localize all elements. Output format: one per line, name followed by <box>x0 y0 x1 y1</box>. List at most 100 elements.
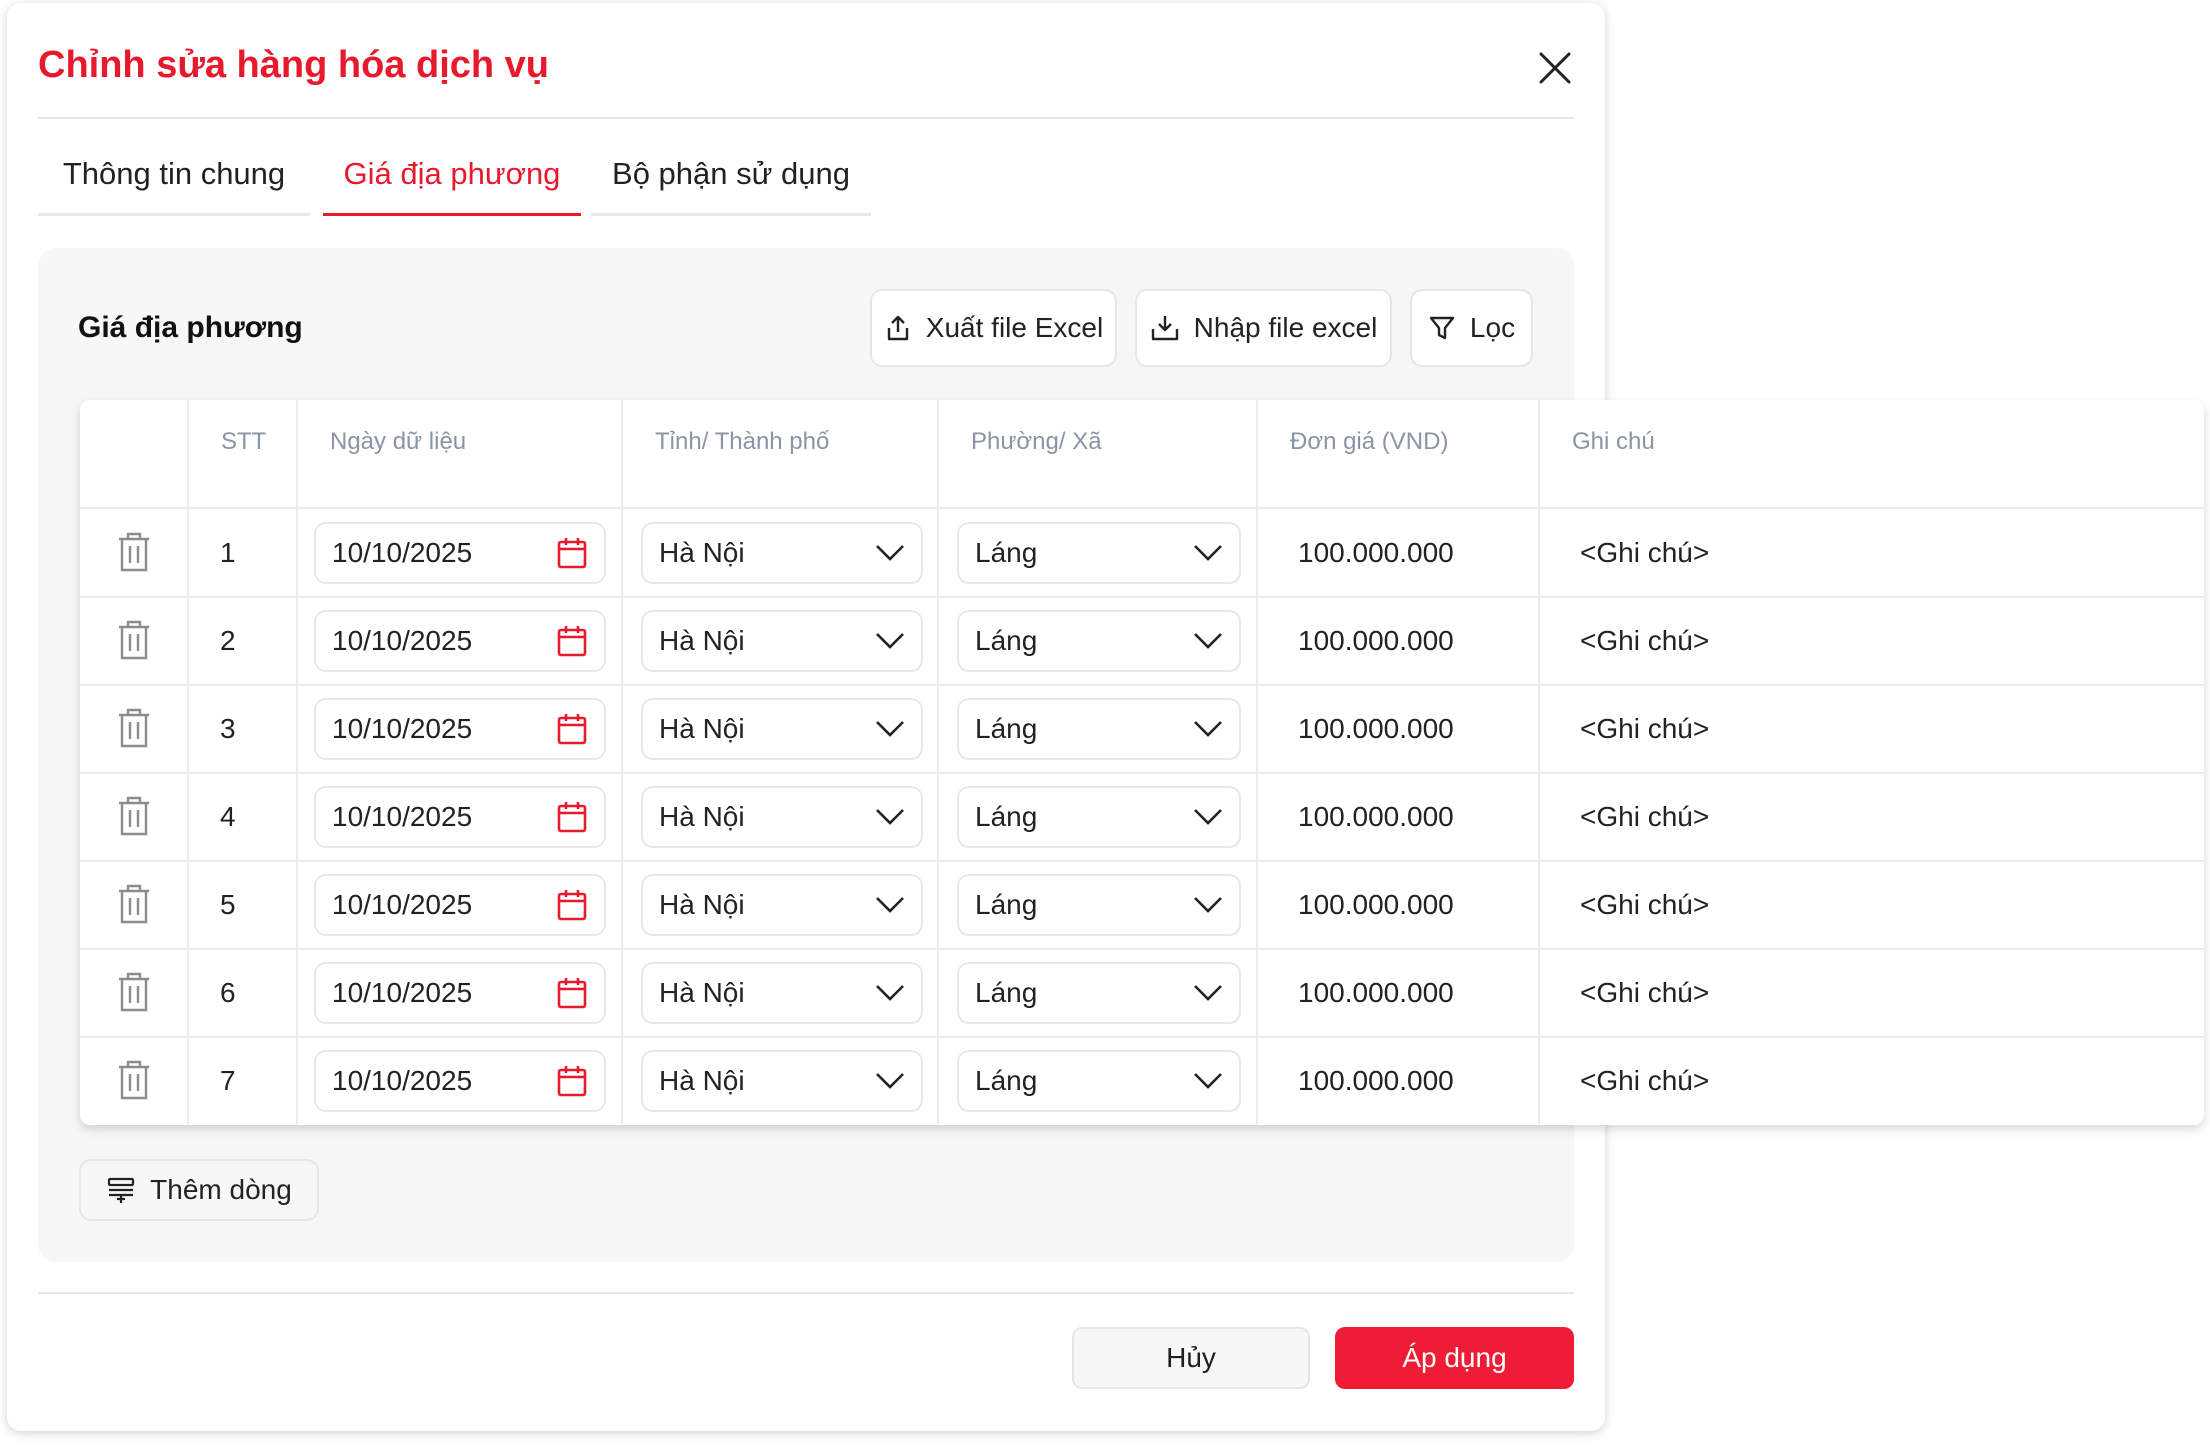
chevron-down-icon <box>876 545 904 561</box>
date-value: 10/10/2025 <box>332 537 473 568</box>
chevron-down-icon <box>1194 721 1222 737</box>
chevron-down-icon <box>1194 1073 1222 1089</box>
calendar-icon <box>557 626 587 657</box>
filter-label: Lọc <box>1469 312 1516 343</box>
header-stt: STT <box>189 400 298 1125</box>
row-divider <box>80 1036 2204 1038</box>
delete-row-button[interactable] <box>116 619 152 666</box>
delete-row-button[interactable] <box>116 1059 152 1106</box>
price-value: 100.000.000 <box>1298 977 1454 1008</box>
ward-select[interactable]: Láng <box>957 522 1241 584</box>
province-value: Hà Nội <box>659 977 745 1008</box>
export-excel-button[interactable]: Xuất file Excel <box>870 289 1117 367</box>
trash-icon <box>116 708 152 753</box>
local-price-table: STT Ngày dữ liệu Tỉnh/ Thành phố Phường/ Xã… <box>80 400 2204 1125</box>
chevron-down-icon <box>876 1073 904 1089</box>
date-input[interactable]: 10/10/2025 <box>314 786 606 848</box>
ward-select[interactable]: Láng <box>957 1050 1241 1112</box>
chevron-down-icon <box>876 633 904 649</box>
province-select[interactable]: Hà Nội <box>641 610 923 672</box>
delete-row-button[interactable] <box>116 531 152 578</box>
section-title: Giá địa phương <box>78 311 303 344</box>
filter-icon <box>1429 316 1455 340</box>
trash-icon <box>116 972 152 1017</box>
chevron-down-icon <box>1194 633 1222 649</box>
footer-divider <box>38 1292 1574 1294</box>
date-input[interactable]: 10/10/2025 <box>314 698 606 760</box>
delete-row-button[interactable] <box>116 707 152 754</box>
add-row-button[interactable]: Thêm dòng <box>79 1159 319 1221</box>
apply-button[interactable]: Áp dụng <box>1335 1327 1574 1389</box>
row-divider <box>80 772 2204 774</box>
tab-local-price[interactable]: Giá địa phương <box>323 150 581 216</box>
date-input[interactable]: 10/10/2025 <box>314 522 606 584</box>
ward-select[interactable]: Láng <box>957 786 1241 848</box>
ward-value: Láng <box>975 889 1038 920</box>
trash-icon <box>116 620 152 665</box>
calendar-icon <box>557 538 587 569</box>
note-value[interactable]: <Ghi chú> <box>1580 713 1710 744</box>
ward-select[interactable]: Láng <box>957 610 1241 672</box>
header-province: Tỉnh/ Thành phố <box>623 400 939 1125</box>
ward-value: Láng <box>975 977 1038 1008</box>
header-price: Đơn giá (VND) <box>1258 400 1540 1125</box>
header-note: Ghi chú <box>1572 428 1655 455</box>
ward-select[interactable]: Láng <box>957 698 1241 760</box>
province-value: Hà Nội <box>659 625 745 656</box>
row-stt: 1 <box>220 537 236 568</box>
ward-value: Láng <box>975 1065 1038 1096</box>
note-value[interactable]: <Ghi chú> <box>1580 977 1710 1008</box>
chevron-down-icon <box>1194 545 1222 561</box>
province-value: Hà Nội <box>659 889 745 920</box>
note-value[interactable]: <Ghi chú> <box>1580 625 1710 656</box>
tab-general-info[interactable]: Thông tin chung <box>38 150 310 216</box>
row-divider <box>80 684 2204 686</box>
ward-value: Láng <box>975 537 1038 568</box>
row-divider <box>80 860 2204 862</box>
chevron-down-icon <box>1194 985 1222 1001</box>
note-value[interactable]: <Ghi chú> <box>1580 1065 1710 1096</box>
note-value[interactable]: <Ghi chú> <box>1580 537 1710 568</box>
cancel-button[interactable]: Hủy <box>1072 1327 1310 1389</box>
price-value: 100.000.000 <box>1298 889 1454 920</box>
date-input[interactable]: 10/10/2025 <box>314 874 606 936</box>
date-input[interactable]: 10/10/2025 <box>314 1050 606 1112</box>
calendar-icon <box>557 802 587 833</box>
header-date: Ngày dữ liệu <box>298 400 623 1125</box>
province-select[interactable]: Hà Nội <box>641 698 923 760</box>
date-value: 10/10/2025 <box>332 977 473 1008</box>
ward-select[interactable]: Láng <box>957 962 1241 1024</box>
row-stt: 5 <box>220 889 236 920</box>
date-input[interactable]: 10/10/2025 <box>314 962 606 1024</box>
calendar-icon <box>557 890 587 921</box>
province-value: Hà Nội <box>659 801 745 832</box>
province-select[interactable]: Hà Nội <box>641 874 923 936</box>
tab-departments[interactable]: Bộ phận sử dụng <box>591 150 871 216</box>
price-value: 100.000.000 <box>1298 625 1454 656</box>
province-value: Hà Nội <box>659 713 745 744</box>
province-select[interactable]: Hà Nội <box>641 1050 923 1112</box>
date-value: 10/10/2025 <box>332 713 473 744</box>
chevron-down-icon <box>876 721 904 737</box>
import-excel-button[interactable]: Nhập file excel <box>1135 289 1392 367</box>
delete-row-button[interactable] <box>116 883 152 930</box>
note-value[interactable]: <Ghi chú> <box>1580 801 1710 832</box>
ward-select[interactable]: Láng <box>957 874 1241 936</box>
price-value: 100.000.000 <box>1298 537 1454 568</box>
province-select[interactable]: Hà Nội <box>641 786 923 848</box>
trash-icon <box>116 1060 152 1105</box>
province-select[interactable]: Hà Nội <box>641 962 923 1024</box>
filter-button[interactable]: Lọc <box>1410 289 1533 367</box>
delete-row-button[interactable] <box>116 795 152 842</box>
date-input[interactable]: 10/10/2025 <box>314 610 606 672</box>
chevron-down-icon <box>1194 809 1222 825</box>
row-stt: 6 <box>220 977 236 1008</box>
close-button[interactable] <box>1535 48 1575 88</box>
row-stt: 7 <box>220 1065 236 1096</box>
province-select[interactable]: Hà Nội <box>641 522 923 584</box>
note-value[interactable]: <Ghi chú> <box>1580 889 1710 920</box>
delete-row-button[interactable] <box>116 971 152 1018</box>
date-value: 10/10/2025 <box>332 889 473 920</box>
calendar-icon <box>557 714 587 745</box>
chevron-down-icon <box>876 985 904 1001</box>
